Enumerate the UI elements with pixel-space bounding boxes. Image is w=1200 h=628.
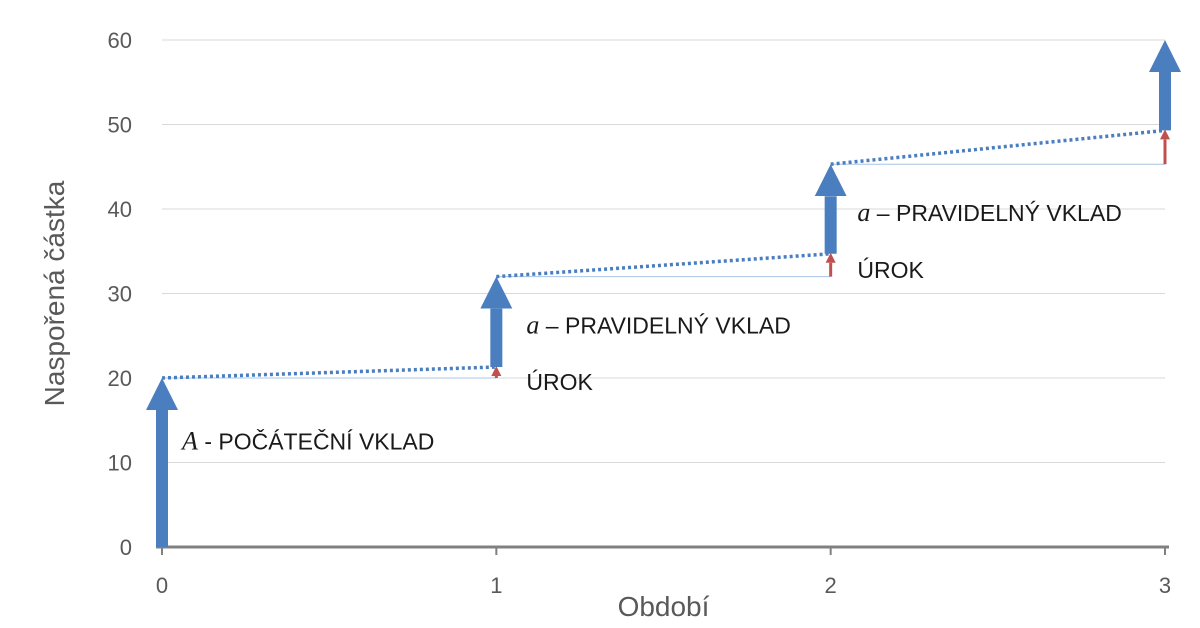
annotation-text: - POČÁTEČNÍ VKLAD xyxy=(198,427,434,454)
annotation-label: a – PRAVIDELNÝ VKLAD xyxy=(526,311,790,340)
x-tick-label: 3 xyxy=(1159,573,1171,598)
x-tick-labels: 0 1 2 3 xyxy=(156,573,1171,598)
y-tick-label: 30 xyxy=(108,282,132,307)
annotation-text: ÚROK xyxy=(857,257,924,283)
y-tick-label: 40 xyxy=(108,197,132,222)
x-tick-label: 1 xyxy=(490,573,502,598)
y-tick-labels: 0 10 20 30 40 50 60 xyxy=(108,28,132,560)
annotation-variable: a xyxy=(857,198,870,227)
growth-segment xyxy=(161,365,497,380)
annotation-label: a – PRAVIDELNÝ VKLAD xyxy=(857,198,1121,227)
y-tick-label: 10 xyxy=(108,451,132,476)
annotation-text: – PRAVIDELNÝ VKLAD xyxy=(870,200,1121,226)
annotation-label: ÚROK xyxy=(857,257,924,283)
y-tick-label: 50 xyxy=(108,113,132,138)
step-baselines xyxy=(162,163,1165,379)
growth-segment xyxy=(830,128,1166,166)
interest-arrows xyxy=(491,129,1170,378)
gridlines xyxy=(162,39,1165,463)
annotation-label: A - POČÁTEČNÍ VKLAD xyxy=(180,426,434,455)
interest-growth-lines xyxy=(161,128,1166,380)
y-tick-label: 0 xyxy=(120,535,132,560)
x-axis xyxy=(156,545,1169,555)
x-tick-label: 2 xyxy=(825,573,837,598)
y-axis-title: Naspořená částka xyxy=(39,180,70,406)
growth-segment xyxy=(496,252,831,279)
annotation-variable: a xyxy=(526,311,539,340)
annotation-text: ÚROK xyxy=(526,369,593,395)
y-tick-label: 20 xyxy=(108,366,132,391)
deposit-arrows xyxy=(146,40,1181,547)
annotation-variable: A xyxy=(180,426,198,455)
annotation-label: ÚROK xyxy=(526,369,593,395)
x-axis-title: Období xyxy=(618,591,710,622)
x-tick-label: 0 xyxy=(156,573,168,598)
annotations: A - POČÁTEČNÍ VKLAD a – PRAVIDELNÝ VKLAD Ú… xyxy=(180,198,1122,455)
y-tick-label: 60 xyxy=(108,28,132,53)
annotation-text: – PRAVIDELNÝ VKLAD xyxy=(539,313,790,339)
